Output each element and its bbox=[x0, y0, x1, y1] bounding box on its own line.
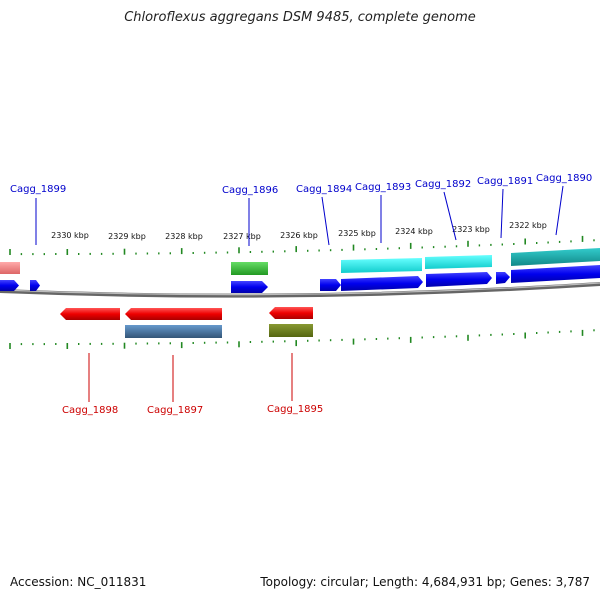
tick-label: 2328 kbp bbox=[165, 232, 203, 241]
gene-arrow-forward[interactable] bbox=[0, 280, 19, 291]
gene-label-cagg-1892[interactable]: Cagg_1892 bbox=[415, 179, 471, 190]
gene-label-cagg-1895[interactable]: Cagg_1895 bbox=[267, 404, 323, 415]
tick-label: 2323 kbp bbox=[452, 225, 490, 234]
gene-label-cagg-1896[interactable]: Cagg_1896 bbox=[222, 185, 278, 196]
reverse-strand-features bbox=[60, 307, 313, 338]
forward-gene-labels: Cagg_1899 Cagg_1896 Cagg_1894 Cagg_1893 … bbox=[10, 173, 592, 246]
topology-summary: Topology: circular; Length: 4,684,931 bp… bbox=[260, 575, 590, 589]
tick-row-upper bbox=[9, 235, 595, 256]
tick-row-lower bbox=[9, 329, 595, 349]
tick-label: 2325 kbp bbox=[338, 229, 376, 238]
gene-arrow-forward[interactable] bbox=[496, 272, 510, 284]
gene-arrow-forward[interactable] bbox=[320, 279, 341, 291]
tick-label: 2330 kbp bbox=[51, 231, 89, 240]
tick-label: 2326 kbp bbox=[280, 231, 318, 240]
gene-arrow-forward[interactable] bbox=[341, 276, 423, 291]
cyan-feature[interactable] bbox=[341, 258, 422, 273]
pink-feature[interactable] bbox=[0, 262, 20, 274]
gene-arrow-forward[interactable] bbox=[426, 272, 492, 287]
cyan-feature[interactable] bbox=[425, 255, 492, 269]
gene-label-cagg-1890[interactable]: Cagg_1890 bbox=[536, 173, 592, 184]
accession-text: Accession: NC_011831 bbox=[10, 575, 147, 589]
tick-label: 2327 kbp bbox=[223, 232, 261, 241]
tick-label: 2329 kbp bbox=[108, 232, 146, 241]
forward-strand-features bbox=[0, 248, 600, 293]
gene-arrow-reverse[interactable] bbox=[269, 307, 313, 319]
genome-backbone-highlight bbox=[0, 282, 600, 296]
tick-label: 2322 kbp bbox=[509, 221, 547, 230]
gene-arrow-reverse[interactable] bbox=[60, 308, 120, 320]
olive-feature[interactable] bbox=[269, 324, 313, 337]
map-title: Chloroflexus aggregans DSM 9485, complet… bbox=[124, 10, 476, 25]
gene-label-cagg-1891[interactable]: Cagg_1891 bbox=[477, 176, 533, 187]
gene-arrow-reverse[interactable] bbox=[125, 308, 222, 320]
genome-backbone bbox=[0, 282, 600, 298]
tick-label: 2324 kbp bbox=[395, 227, 433, 236]
gene-arrow-forward[interactable] bbox=[231, 281, 268, 293]
gene-label-cagg-1897[interactable]: Cagg_1897 bbox=[147, 405, 203, 416]
gene-label-cagg-1899[interactable]: Cagg_1899 bbox=[10, 184, 66, 195]
gene-arrow-forward[interactable] bbox=[30, 280, 40, 291]
reverse-gene-labels: Cagg_1898 Cagg_1897 Cagg_1895 bbox=[62, 353, 323, 416]
gene-arrow-forward[interactable] bbox=[511, 265, 600, 283]
steelblue-feature[interactable] bbox=[125, 325, 222, 338]
gene-label-cagg-1894[interactable]: Cagg_1894 bbox=[296, 184, 352, 195]
rna-feature-green[interactable] bbox=[231, 262, 268, 275]
gene-label-cagg-1893[interactable]: Cagg_1893 bbox=[355, 182, 411, 193]
teal-feature[interactable] bbox=[511, 248, 600, 266]
gene-label-cagg-1898[interactable]: Cagg_1898 bbox=[62, 405, 118, 416]
